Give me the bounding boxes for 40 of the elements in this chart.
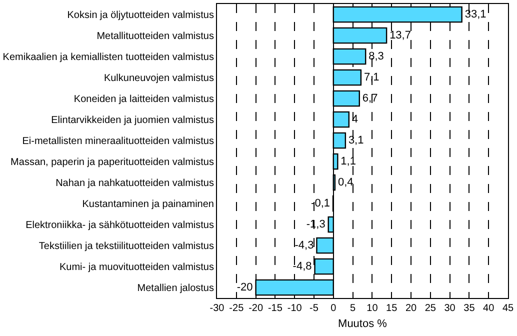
data-label: -20 [236, 282, 253, 294]
x-axis-title: Muutos % [338, 318, 388, 330]
x-tick-label: -25 [229, 303, 244, 314]
x-tick-label: 45 [502, 303, 514, 314]
y-tick-label: Kumi- ja muovituotteiden valmistus [59, 262, 214, 273]
x-tick-label: 25 [424, 303, 436, 314]
data-label: -4,8 [292, 260, 312, 272]
y-tick-label: Nahan ja nahkatuotteiden valmistus [56, 178, 214, 189]
x-tick-label: -15 [268, 303, 283, 314]
y-tick-label: Tekstiilien ja tekstiilituotteiden valmistus [38, 241, 214, 252]
y-tick-label: Koneiden ja laitteiden valmistus [74, 94, 214, 105]
y-tick-label: Metallien jalostus [137, 283, 214, 294]
x-tick-label: -10 [287, 303, 302, 314]
y-tick-label: Kustantaminen ja painaminen [82, 199, 214, 210]
x-tick-label: -30 [210, 303, 225, 314]
x-tick-label: 5 [350, 303, 356, 314]
y-tick-label: Kulkuneuvojen valmistus [104, 73, 214, 84]
y-tick-label: Elektroniikka- ja sähkötuotteiden valmistus [26, 220, 214, 231]
x-tick-label: -20 [248, 303, 264, 314]
y-tick-label: Elintarvikkeiden ja juomien valmistus [51, 115, 214, 126]
x-tick-label: 20 [405, 303, 417, 314]
data-label: 1,1 [340, 156, 356, 168]
x-tick-label: 35 [464, 303, 476, 314]
data-label: -0,1 [311, 198, 330, 210]
x-tick-label: 40 [483, 303, 495, 314]
data-label: 8,3 [368, 50, 384, 62]
data-label: -4,3 [294, 240, 314, 252]
y-tick-label: Kemikaalien ja kemiallisten tuotteiden valmistus [2, 52, 214, 63]
data-label: 0,4 [338, 176, 354, 188]
y-tick-label: Koksin ja öljytuotteiden valmistus [67, 10, 214, 21]
y-tick-label: Massan, paperin ja paperituotteiden valmistus [10, 157, 214, 168]
x-tick-label: 10 [366, 303, 378, 314]
x-tick-label: 15 [386, 303, 398, 314]
x-tick-label: 0 [330, 303, 337, 314]
x-tick-label: -5 [310, 303, 319, 314]
y-tick-label: Ei-metallisten mineraalituotteiden valmistus [22, 136, 214, 147]
x-tick-label: 30 [444, 303, 456, 314]
data-label: 33,1 [464, 8, 486, 20]
data-label: 13,7 [390, 30, 411, 42]
y-tick-label: Metallituotteiden valmistus [96, 31, 214, 42]
